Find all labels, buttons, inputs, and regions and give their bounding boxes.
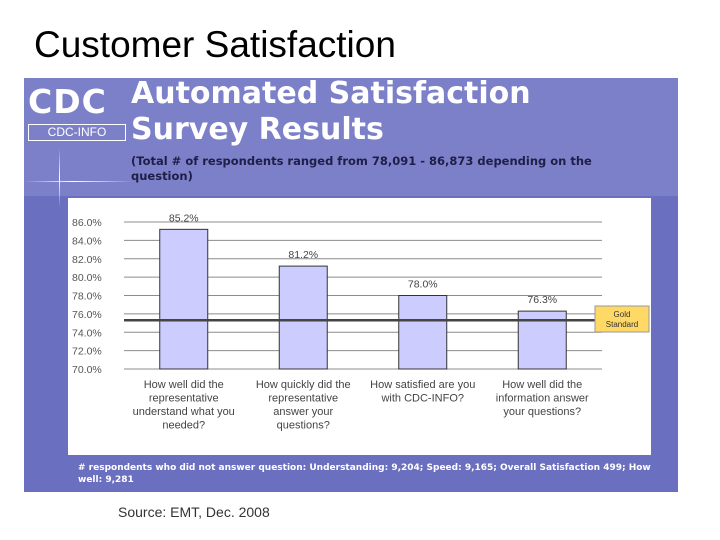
category-label: How quickly did the xyxy=(256,379,351,391)
category-label: with CDC-INFO? xyxy=(380,393,464,405)
gold-standard-label: Standard xyxy=(606,320,638,329)
cdc-info-label: CDC-INFO xyxy=(28,124,126,141)
y-tick-label: 84.0% xyxy=(72,235,102,247)
survey-heading-line1: Automated Satisfaction xyxy=(131,78,531,111)
category-label: your questions? xyxy=(503,406,581,418)
respondents-note: (Total # of respondents ranged from 78,0… xyxy=(131,154,592,183)
gold-standard-label: Gold xyxy=(614,310,631,319)
y-tick-label: 86.0% xyxy=(72,217,102,229)
y-tick-label: 78.0% xyxy=(72,291,102,303)
data-label: 76.3% xyxy=(527,294,557,306)
data-label: 85.2% xyxy=(169,212,199,224)
bar xyxy=(398,295,448,370)
slide-title: Customer Satisfaction xyxy=(34,24,396,65)
survey-panel: CDC CDC-INFO Automated Satisfaction Surv… xyxy=(24,78,678,492)
category-label: answer your xyxy=(273,406,333,418)
category-label: representative xyxy=(268,393,338,405)
bar xyxy=(278,265,328,370)
bar xyxy=(159,228,209,370)
y-tick-label: 74.0% xyxy=(72,327,102,339)
data-label: 78.0% xyxy=(408,279,438,291)
gold-standard-box xyxy=(594,305,650,333)
cdc-logo-text: CDC xyxy=(28,82,107,121)
star-flare-vertical xyxy=(59,148,60,208)
y-tick-label: 80.0% xyxy=(72,272,102,284)
category-label: How well did the xyxy=(502,379,582,391)
cdc-logo: CDC CDC-INFO xyxy=(28,80,128,142)
category-label: How well did the xyxy=(144,379,224,391)
y-tick-label: 82.0% xyxy=(72,254,102,266)
category-label: needed? xyxy=(162,420,205,432)
survey-heading-line2: Survey Results xyxy=(131,112,384,147)
non-response-footnote: # respondents who did not answer questio… xyxy=(78,463,651,485)
survey-heading: Automated Satisfaction Survey Results xyxy=(131,78,531,148)
category-label: representative xyxy=(149,393,219,405)
chart-area: 70.0% 72.0% 74.0% 76.0% 78.0% 80.0% 82.0% 84.0%… xyxy=(68,198,651,455)
category-label: questions? xyxy=(277,420,330,432)
bar-chart: 70.0% 72.0% 74.0% 76.0% 78.0% 80.0% 82.0% 84.0%… xyxy=(72,212,650,432)
y-tick-label: 72.0% xyxy=(72,346,102,358)
category-label: information answer xyxy=(496,393,589,405)
data-label: 81.2% xyxy=(288,249,318,261)
panel-header-band xyxy=(24,78,678,196)
star-flare-horizontal xyxy=(24,181,134,182)
category-label: How satisfied are you xyxy=(370,379,475,391)
y-tick-label: 70.0% xyxy=(72,364,102,376)
category-label: understand what you xyxy=(133,406,235,418)
source-note: Source: EMT, Dec. 2008 xyxy=(118,504,270,520)
y-tick-label: 76.0% xyxy=(72,309,102,321)
